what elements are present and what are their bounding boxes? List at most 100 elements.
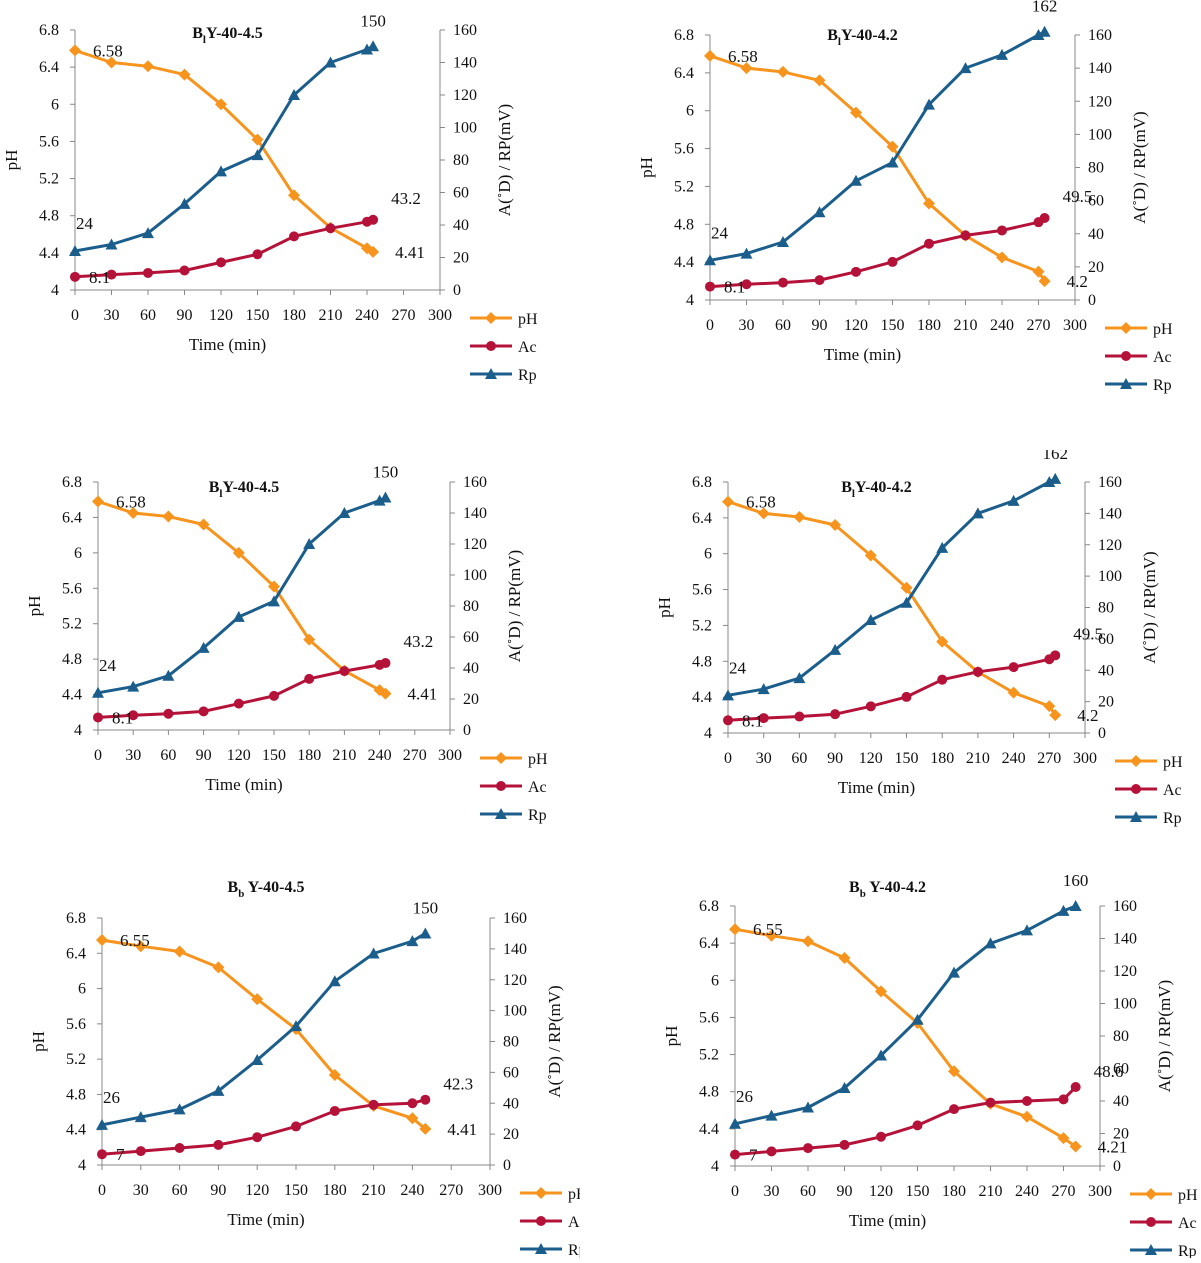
legend-label-ac: Ac bbox=[568, 1214, 580, 1231]
chart-title-main: B bbox=[209, 479, 220, 496]
series-line-rp bbox=[727, 477, 1056, 697]
y-left-tick-label: 5.2 bbox=[699, 1047, 719, 1064]
x-axis-title: Time (min) bbox=[227, 1210, 304, 1229]
chart-panel-b1y-40-4-2-top: 4 4.4 4.8 5.2 5.6 6 6.4 6.8 0 20 40 60 80 100 120 140 16… bbox=[620, 0, 1201, 400]
y-right-tick-label: 100 bbox=[503, 1003, 527, 1020]
data-point-ph bbox=[379, 687, 392, 700]
data-point-rp bbox=[96, 1118, 108, 1130]
y-left-tick-label: 4.8 bbox=[692, 653, 712, 670]
annotation-ac-start: 8.1 bbox=[742, 711, 763, 730]
chart-title-rest: Y-40-4.2 bbox=[855, 479, 912, 496]
legend-label-ac: Ac bbox=[1178, 1215, 1197, 1232]
data-point-ac bbox=[163, 708, 174, 719]
data-point-rp bbox=[802, 1101, 814, 1113]
y-right-tick-label: 0 bbox=[453, 282, 461, 299]
data-point-ph bbox=[740, 62, 753, 75]
y-left-tick-label: 6.8 bbox=[62, 474, 82, 491]
data-point-rp bbox=[324, 56, 337, 68]
data-point-rp bbox=[765, 1109, 778, 1121]
data-point-ac bbox=[997, 225, 1007, 236]
data-point-ph bbox=[1057, 1132, 1070, 1145]
x-tick-label: 60 bbox=[800, 1183, 816, 1200]
y-left-tick-label: 4 bbox=[686, 292, 694, 309]
y-left-tick-label: 4.4 bbox=[66, 1122, 86, 1139]
chart-title-main: B bbox=[192, 25, 203, 42]
y-right-tick-label: 20 bbox=[503, 1126, 519, 1143]
annotation-ph-start: 6.58 bbox=[116, 492, 146, 511]
data-point-ph bbox=[96, 934, 108, 947]
data-point-rp bbox=[1069, 900, 1082, 911]
annotation-rp-start: 24 bbox=[99, 656, 117, 675]
data-point-ph bbox=[1069, 1140, 1082, 1153]
y-right-tick-label: 100 bbox=[463, 567, 487, 584]
y-left-tick-label: 6.4 bbox=[699, 935, 719, 952]
data-point-ph bbox=[1049, 709, 1062, 722]
chart-svg: 4 4.4 4.8 5.2 5.6 6 6.4 6.8 0 20 40 60 80 100 120 140 16… bbox=[662, 871, 1198, 1260]
legend-marker-rp bbox=[1145, 1244, 1157, 1255]
data-point-ac bbox=[924, 238, 934, 249]
data-point-ph bbox=[900, 581, 913, 594]
x-tick-label: 120 bbox=[245, 1182, 269, 1199]
y-left-tick-label: 6.8 bbox=[674, 27, 694, 44]
annotation-ac-start: 7 bbox=[116, 1145, 125, 1164]
data-point-ph bbox=[729, 923, 741, 936]
chart-title-rest: Y-40-4.2 bbox=[841, 27, 898, 44]
y-left-tick-label: 5.6 bbox=[39, 133, 59, 150]
legend-label-rp: Rp bbox=[1163, 810, 1182, 827]
data-point-rp bbox=[215, 165, 227, 177]
x-tick-label: 0 bbox=[706, 317, 714, 334]
x-tick-label: 30 bbox=[133, 1182, 149, 1199]
data-point-rp bbox=[886, 156, 899, 168]
x-tick-label: 180 bbox=[282, 307, 306, 324]
y-right-tick-label: 40 bbox=[453, 217, 469, 234]
legend-marker-ph bbox=[1145, 1188, 1157, 1200]
data-point-ph bbox=[1021, 1110, 1033, 1123]
data-point-rp bbox=[197, 641, 210, 653]
legend-marker-rp bbox=[485, 368, 497, 379]
x-tick-label: 300 bbox=[478, 1182, 502, 1199]
data-point-rp bbox=[850, 174, 862, 186]
chart-title: BlY-40-4.2 bbox=[841, 479, 911, 500]
data-point-ac bbox=[901, 691, 912, 702]
data-point-ph bbox=[268, 580, 280, 593]
y-left-tick-label: 4.8 bbox=[699, 1084, 719, 1101]
data-point-ac bbox=[705, 281, 715, 292]
data-point-rp bbox=[911, 1013, 924, 1025]
x-tick-label: 300 bbox=[1088, 1183, 1112, 1200]
data-point-rp bbox=[338, 507, 351, 518]
x-tick-label: 0 bbox=[724, 750, 732, 767]
data-point-ac bbox=[339, 666, 350, 677]
y-right-tick-label: 40 bbox=[1088, 226, 1104, 243]
legend-label-ac: Ac bbox=[518, 339, 537, 356]
chart-title-main: B bbox=[841, 479, 852, 496]
data-point-ac bbox=[865, 701, 876, 712]
y-left-tick-label: 4.8 bbox=[66, 1086, 86, 1103]
y-right-tick-label: 40 bbox=[463, 660, 479, 677]
data-point-ph bbox=[757, 507, 770, 520]
annotation-rp-start: 26 bbox=[103, 1088, 120, 1107]
annotation-rp-end: 150 bbox=[373, 463, 399, 482]
x-tick-label: 180 bbox=[930, 750, 954, 767]
legend-marker-rp bbox=[1130, 811, 1142, 822]
data-point-ph bbox=[948, 1065, 960, 1078]
annotation-ph-end: 4.2 bbox=[1077, 706, 1098, 725]
y-right-tick-label: 140 bbox=[1113, 931, 1137, 948]
y-left-tick-label: 4 bbox=[74, 722, 82, 739]
data-point-rp bbox=[162, 669, 175, 681]
legend-marker-ph bbox=[485, 312, 497, 324]
chart-title-rest: Y-40-4.2 bbox=[866, 879, 926, 896]
y-right-tick-label: 20 bbox=[1098, 694, 1114, 711]
data-point-ac bbox=[291, 1121, 301, 1132]
data-point-rp bbox=[1038, 25, 1051, 37]
data-point-ac bbox=[269, 690, 279, 701]
y-left-tick-label: 6.4 bbox=[62, 509, 82, 526]
y-axis-left-title: pH bbox=[655, 597, 674, 618]
y-left-tick-label: 5.2 bbox=[674, 178, 694, 195]
x-tick-label: 270 bbox=[392, 307, 416, 324]
data-point-rp bbox=[936, 541, 949, 553]
annotation-rp-start: 24 bbox=[76, 214, 94, 233]
y-left-tick-label: 6.8 bbox=[699, 898, 719, 915]
data-point-rp bbox=[251, 1054, 264, 1066]
annotation-ph-end: 4.41 bbox=[407, 685, 437, 704]
y-left-tick-label: 6 bbox=[51, 96, 59, 113]
